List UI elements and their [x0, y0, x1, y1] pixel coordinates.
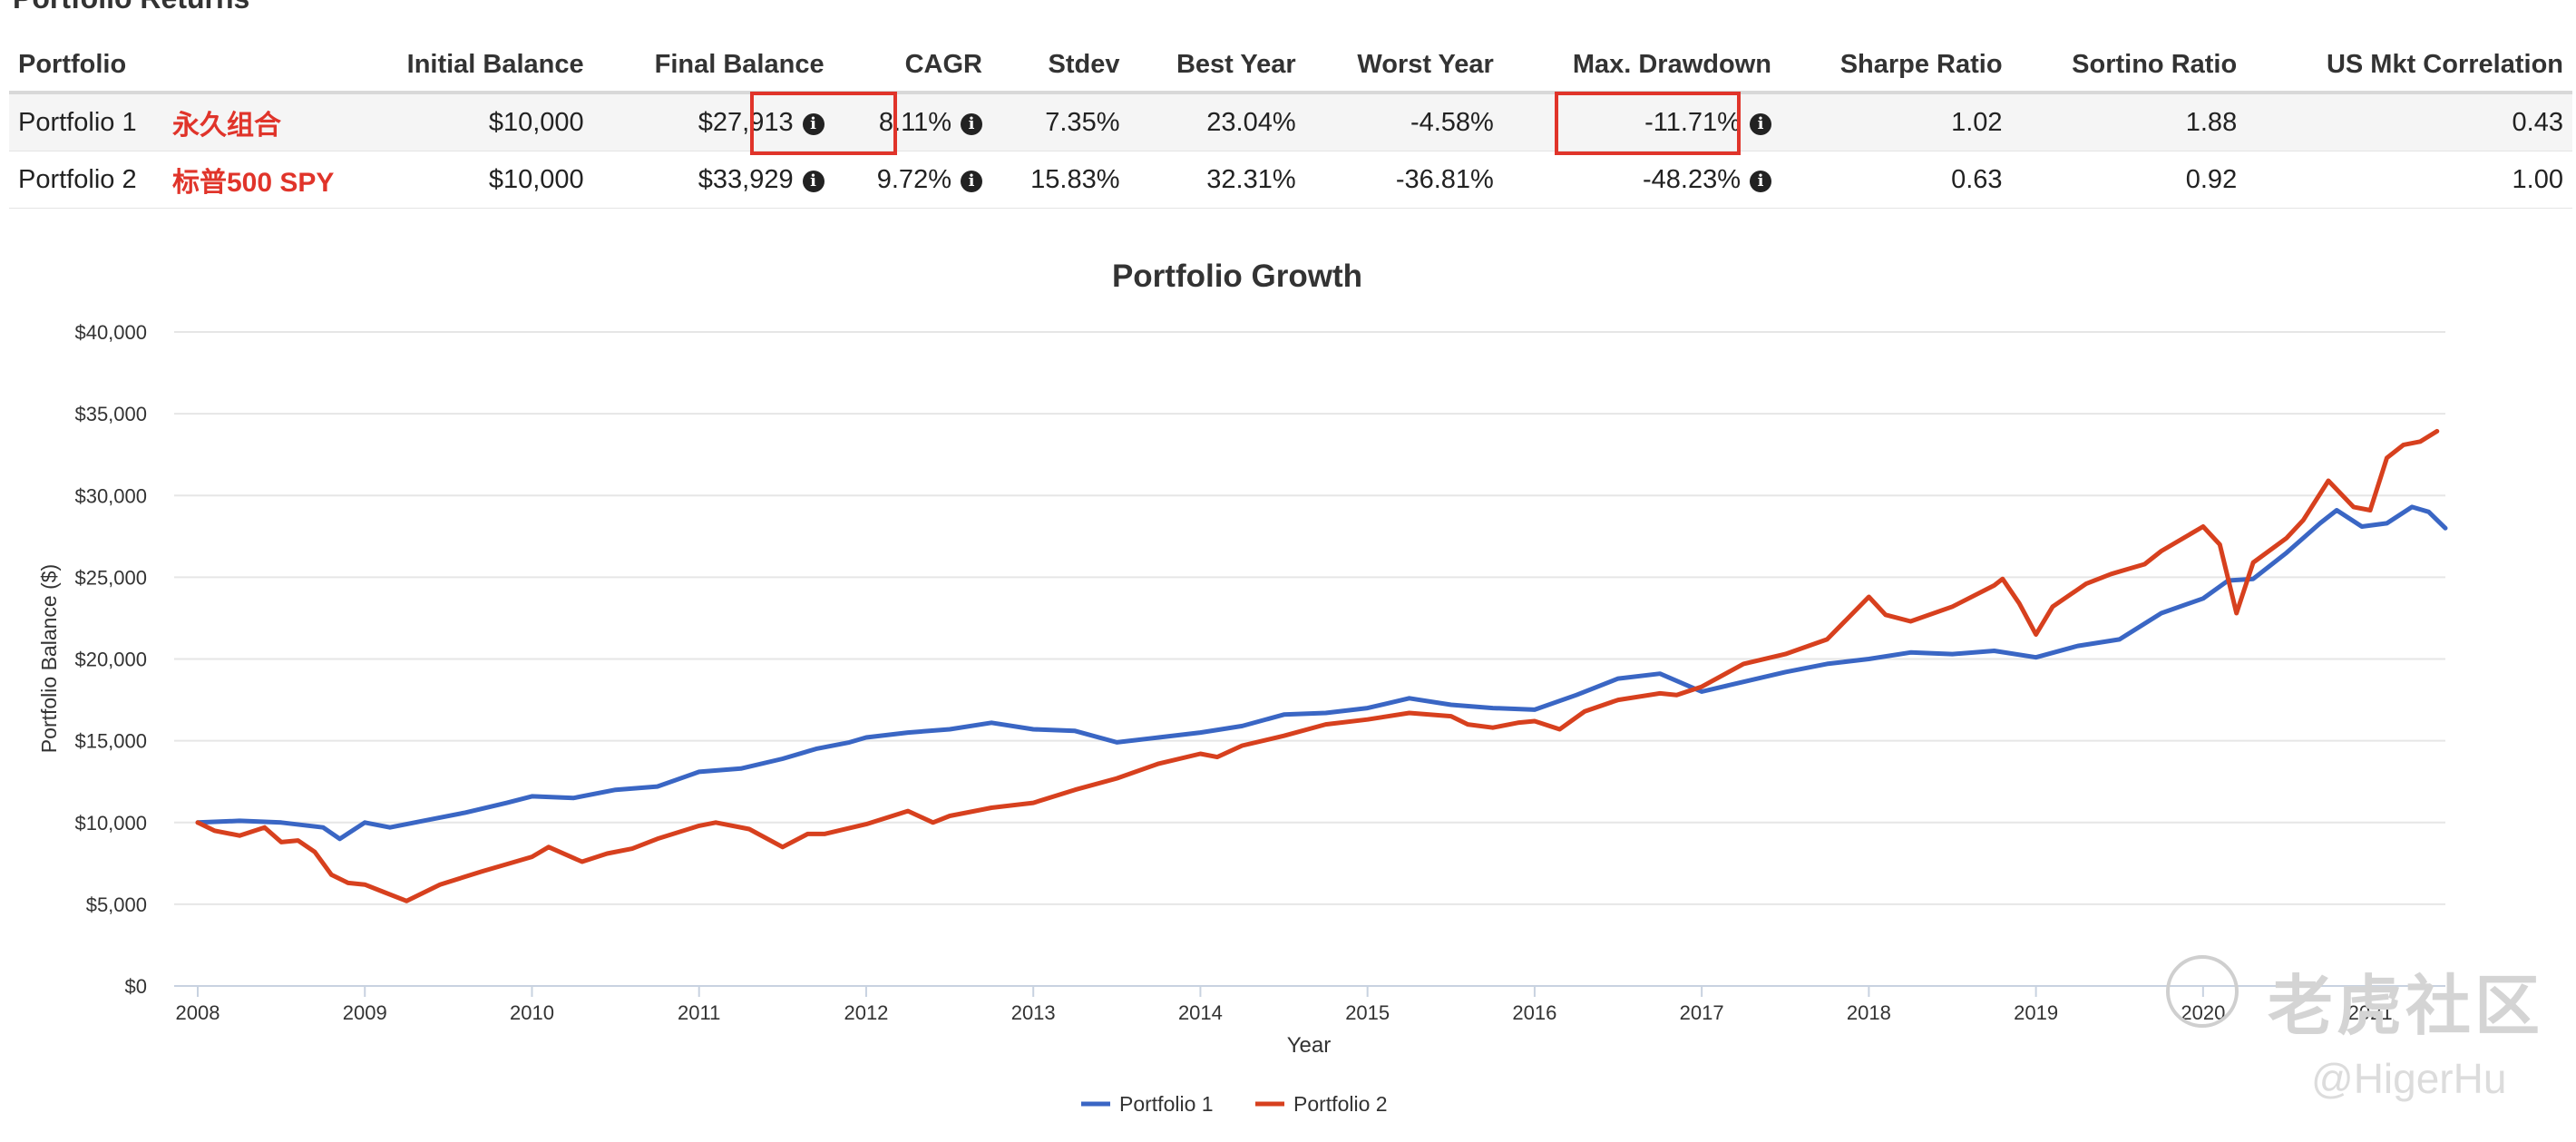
cagr-cell: 8.11% i — [833, 93, 991, 151]
header-final-balance[interactable]: Final Balance — [592, 38, 834, 94]
table-row: Portfolio 2 标普500 SPY $10,000 $33,929 i 9… — [9, 151, 2572, 209]
cagr-cell: 9.72% i — [833, 151, 991, 209]
us-mkt-correlation-cell: 1.00 — [2246, 151, 2572, 209]
y-tick-label: $35,000 — [74, 403, 147, 425]
us-mkt-correlation-cell: 0.43 — [2246, 93, 2572, 151]
y-tick-label: $20,000 — [74, 649, 147, 671]
x-tick-label: 2014 — [1178, 1001, 1223, 1024]
tiger-logo-icon — [2166, 955, 2239, 1028]
sharpe-ratio-cell: 0.63 — [1780, 151, 2012, 209]
series-line-2 — [195, 428, 2440, 903]
portfolio-name: Portfolio 2 — [9, 151, 163, 209]
x-tick-label: 2018 — [1847, 1001, 1891, 1024]
x-tick-label: 2011 — [678, 1001, 720, 1024]
worst-year-cell: -4.58% — [1304, 93, 1503, 151]
legend-label-2: Portfolio 2 — [1293, 1092, 1388, 1116]
max-drawdown-cell: -11.71% i — [1502, 93, 1781, 151]
x-tick-label: 2017 — [1680, 1001, 1724, 1024]
final-balance-cell: $27,913 i — [592, 93, 834, 151]
x-tick-label: 2021 — [2348, 1001, 2393, 1024]
info-circle-icon[interactable]: i — [1749, 112, 1771, 135]
stdev-cell: 7.35% — [990, 93, 1129, 151]
y-tick-label: $5,000 — [86, 893, 147, 916]
y-tick-label: $25,000 — [74, 566, 147, 589]
header-best-year[interactable]: Best Year — [1128, 38, 1305, 94]
portfolio-note: 永久组合 — [163, 93, 344, 151]
y-tick-label: $15,000 — [74, 730, 147, 753]
sharpe-ratio-cell: 1.02 — [1780, 93, 2012, 151]
portfolio-note-label: 标普500 SPY — [172, 168, 335, 198]
cagr-highlight-box — [750, 92, 897, 155]
initial-balance-cell: $10,000 — [343, 93, 593, 151]
y-tick-label: $40,000 — [74, 321, 147, 344]
x-tick-label: 2016 — [1512, 1001, 1556, 1024]
series-line-1 — [195, 504, 2448, 842]
portfolio-returns-table: Portfolio Initial Balance Final Balance … — [9, 38, 2572, 209]
final-balance-cell: $33,929 i — [592, 151, 834, 209]
worst-year-cell: -36.81% — [1304, 151, 1503, 209]
section-title: Portfolio Returns — [13, 0, 249, 15]
best-year-cell: 32.31% — [1128, 151, 1305, 209]
y-tick-label: $0 — [125, 975, 147, 998]
info-circle-icon[interactable]: i — [802, 170, 825, 192]
initial-balance-cell: $10,000 — [343, 151, 593, 209]
max-drawdown-value: -48.23% — [1642, 164, 1741, 194]
x-tick-label: 2012 — [844, 1001, 888, 1024]
best-year-cell: 23.04% — [1128, 93, 1305, 151]
portfolio-note-label: 永久组合 — [172, 111, 281, 141]
portfolio-note: 标普500 SPY — [163, 151, 344, 209]
sortino-ratio-cell: 0.92 — [2011, 151, 2247, 209]
header-stdev[interactable]: Stdev — [990, 38, 1129, 94]
cagr-value: 9.72% — [876, 164, 951, 194]
y-axis-label: Portfolio Balance ($) — [37, 564, 61, 753]
x-tick-label: 2010 — [510, 1001, 554, 1024]
header-us-mkt-correlation[interactable]: US Mkt Correlation — [2246, 38, 2572, 94]
max-drawdown-value: -11.71% — [1644, 107, 1741, 137]
info-circle-icon[interactable]: i — [960, 170, 982, 192]
stdev-cell: 15.83% — [990, 151, 1129, 209]
header-worst-year[interactable]: Worst Year — [1304, 38, 1503, 94]
x-tick-label: 2013 — [1011, 1001, 1056, 1024]
x-tick-label: 2019 — [2014, 1001, 2058, 1024]
cagr-value: 8.11% — [878, 107, 951, 137]
sortino-ratio-cell: 1.88 — [2011, 93, 2247, 151]
info-circle-icon[interactable]: i — [960, 112, 982, 135]
header-max-drawdown[interactable]: Max. Drawdown — [1502, 38, 1781, 94]
table-row: Portfolio 1 永久组合 $10,000 $27,913 i 8.11% i… — [9, 93, 2572, 151]
x-axis-label: Year — [1287, 1033, 1332, 1058]
watermark-handle: @HigerHu — [2311, 1055, 2507, 1102]
y-tick-label: $10,000 — [74, 812, 147, 835]
final-balance-value: $27,913 — [698, 107, 794, 137]
y-tick-label: $30,000 — [74, 484, 147, 507]
chart-title: Portfolio Growth — [1112, 259, 1362, 294]
portfolio-name: Portfolio 1 — [9, 93, 163, 151]
info-circle-icon[interactable]: i — [802, 112, 825, 135]
x-tick-label: 2009 — [343, 1001, 387, 1024]
watermark-text: 老虎社区 — [2268, 971, 2544, 1043]
header-note-spacer — [163, 38, 344, 94]
x-tick-label: 2008 — [176, 1001, 220, 1024]
header-portfolio[interactable]: Portfolio — [9, 38, 163, 94]
info-circle-icon[interactable]: i — [1749, 170, 1771, 192]
header-sortino-ratio[interactable]: Sortino Ratio — [2011, 38, 2247, 94]
legend-label-1: Portfolio 1 — [1119, 1092, 1214, 1116]
header-cagr[interactable]: CAGR — [833, 38, 991, 94]
max-drawdown-highlight-box — [1555, 92, 1741, 155]
max-drawdown-cell: -48.23% i — [1502, 151, 1781, 209]
header-sharpe-ratio[interactable]: Sharpe Ratio — [1780, 38, 2012, 94]
table-header-row: Portfolio Initial Balance Final Balance … — [9, 38, 2572, 94]
final-balance-value: $33,929 — [698, 164, 794, 194]
header-initial-balance[interactable]: Initial Balance — [343, 38, 593, 94]
x-tick-label: 2015 — [1345, 1001, 1390, 1024]
